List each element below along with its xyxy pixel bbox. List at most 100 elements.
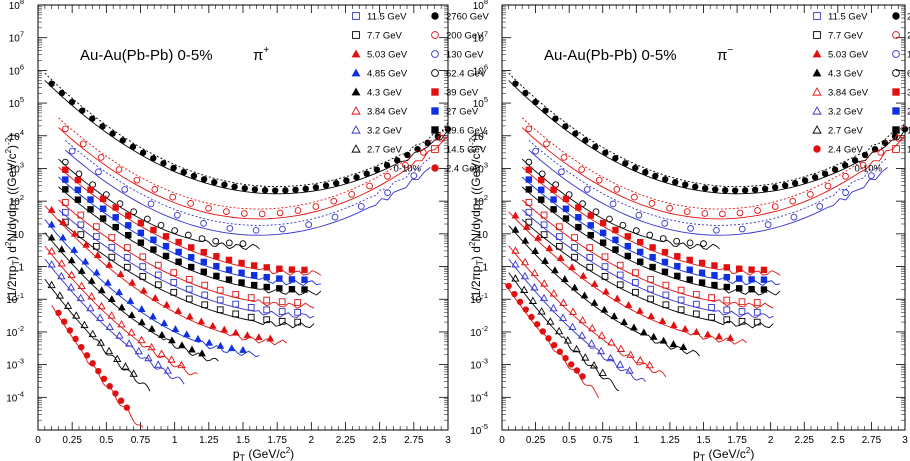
legend-label: 14.5 GeV (907, 145, 910, 156)
data-point (713, 226, 720, 234)
data-point (108, 234, 116, 241)
data-point (525, 158, 533, 166)
data-point (612, 226, 619, 234)
data-point (723, 306, 731, 314)
data-point (225, 256, 233, 264)
data-point (227, 344, 236, 352)
data-point (247, 304, 255, 311)
data-point (636, 355, 645, 364)
legend-marker (431, 50, 439, 58)
series-7 (58, 186, 322, 296)
series-11 (508, 211, 747, 345)
data-point (139, 286, 148, 294)
data-point (243, 331, 252, 339)
data-point (512, 80, 519, 87)
data-point (545, 335, 552, 342)
data-point (616, 344, 626, 352)
data-point (602, 287, 610, 295)
series-14 (508, 258, 647, 382)
x-tick-label: 1.5 (236, 435, 250, 446)
data-point (250, 281, 258, 289)
data-point (305, 221, 313, 229)
data-point (579, 373, 586, 380)
y-axis-title: (1/2πpT) d2N/dydpT ((GeV/c2)-2) (4, 134, 21, 301)
series-15 (44, 258, 185, 385)
data-point (125, 339, 134, 347)
data-point (811, 174, 819, 181)
data-point (175, 258, 182, 265)
data-point (764, 221, 772, 229)
data-point (58, 89, 66, 97)
y-tick-label: 1 (18, 263, 24, 274)
data-point (613, 186, 621, 193)
series-17 (51, 305, 144, 428)
legend-marker (812, 68, 822, 77)
data-point (133, 176, 141, 184)
series-9 (58, 208, 315, 319)
data-point (575, 223, 582, 231)
data-point (673, 237, 680, 245)
data-point (555, 242, 563, 250)
data-point (511, 260, 520, 268)
data-point (223, 208, 230, 215)
legend-label: 7.7 GeV (828, 31, 864, 42)
data-point (263, 283, 270, 291)
data-point (587, 222, 594, 229)
data-point (78, 107, 86, 114)
data-point (154, 360, 163, 368)
data-point (211, 179, 218, 186)
data-point (116, 200, 124, 207)
data-point (168, 336, 176, 344)
data-point (216, 296, 224, 304)
data-point (57, 259, 66, 267)
data-point (581, 353, 590, 361)
data-point (48, 80, 55, 87)
legend-label: 2.7 GeV (828, 126, 864, 137)
data-point (77, 211, 85, 219)
data-point (97, 154, 105, 161)
model-curve (508, 245, 667, 378)
data-point (174, 306, 183, 314)
data-point (99, 123, 106, 130)
data-point (525, 186, 533, 193)
data-point (539, 293, 549, 302)
legend-marker (431, 12, 439, 20)
data-point (677, 286, 685, 294)
data-point (62, 186, 69, 193)
data-point (67, 270, 76, 279)
data-point (213, 262, 220, 270)
data-point (568, 307, 578, 315)
data-point (659, 235, 667, 242)
y-tick-label: 1 (482, 263, 488, 274)
data-point (588, 323, 597, 332)
x-tick-label: 1.25 (199, 435, 219, 446)
data-point (748, 286, 755, 293)
data-point (123, 263, 131, 271)
legend-label: 39 GeV (446, 88, 479, 99)
legend-marker (352, 12, 360, 20)
legend-marker (892, 107, 900, 115)
data-point (55, 309, 62, 317)
particle-label: π+ (253, 45, 269, 64)
data-point (220, 325, 229, 333)
data-point (570, 283, 579, 291)
data-point (738, 308, 746, 315)
data-point (613, 294, 622, 302)
data-point (753, 318, 761, 326)
data-point (624, 300, 633, 308)
data-point (580, 291, 589, 299)
data-point (86, 303, 95, 312)
data-point (511, 225, 520, 233)
data-point (208, 321, 217, 329)
legend-label: 14.5 GeV (446, 145, 487, 156)
data-point (373, 166, 381, 173)
data-point (330, 197, 338, 205)
data-point (97, 286, 106, 294)
data-point (525, 176, 533, 183)
data-point (754, 207, 761, 214)
data-point (555, 233, 563, 240)
y-tick-label: 107 (473, 30, 488, 45)
data-point (616, 281, 624, 289)
data-point (894, 134, 902, 142)
series-5 (521, 166, 781, 276)
